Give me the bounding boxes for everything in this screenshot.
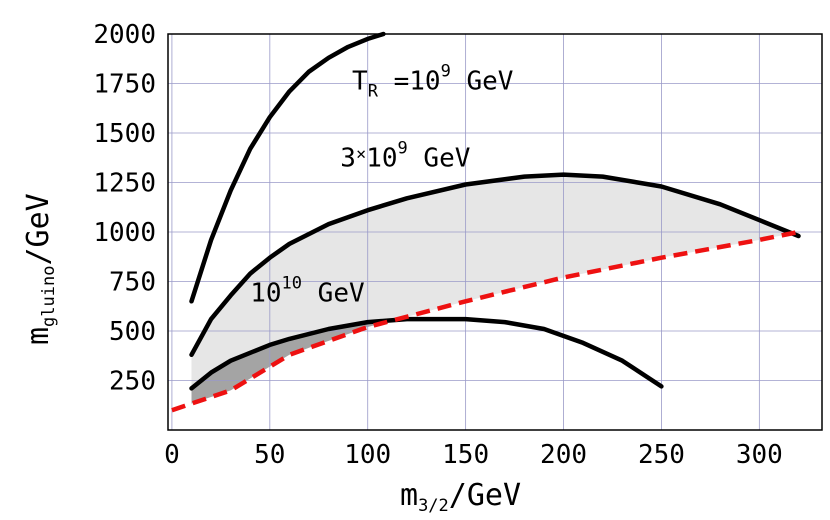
curve-label-part: 10 [366,144,397,174]
x-axis-title-unit: /GeV [449,478,521,513]
x-axis-title: m3/2/GeV [400,478,521,516]
x-tick-label: 50 [254,440,285,470]
x-tick-label: 200 [540,440,587,470]
y-tick-labels: 250 500 750 1000 1250 1500 1750 2000 [93,20,156,397]
x-tick-label: 0 [164,440,180,470]
curve-label-part: R [368,81,379,101]
curve-label-part: 10 [250,278,281,308]
y-axis-title-unit: /GeV [21,193,56,265]
y-tick-label: 1500 [93,119,156,149]
curve-label: TR =109 GeV [352,61,513,101]
plot-frame [167,33,823,431]
curve-label-part: 10 [282,273,302,293]
x-tick-label: 150 [442,440,489,470]
x-tick-label: 250 [638,440,685,470]
curve-label-part: GeV [451,66,514,96]
curve-tr-1e9 [189,31,386,304]
curve-label-part: GeV [408,144,471,174]
y-tick-label: 1250 [93,169,156,199]
dashed-boundary [171,229,799,413]
y-tick-label: 1000 [93,218,156,248]
y-tick-label: 1750 [93,70,156,100]
x-tick-labels: 0 50 100 150 200 250 300 [164,440,783,470]
curve-tr-1e10 [189,316,664,391]
curve-label-part: × [356,145,366,165]
curves [171,31,801,413]
x-tick-label: 300 [736,440,783,470]
x-tick-label: 100 [344,440,391,470]
y-axis-title-main: m [21,327,56,345]
curve-tr-3e9 [189,172,801,358]
y-tick-label: 2000 [93,20,156,50]
curve-label-part: GeV [302,278,365,308]
y-axis-title-sub: gluino [39,266,59,327]
curve-label-part: T [352,66,368,96]
curve-label-part: 9 [398,139,408,159]
curve-label-part: 9 [441,61,451,81]
curve-label: 1010 GeV [250,273,364,308]
y-axis-title: mgluino/GeV [21,193,59,345]
curve-label-part: 3 [340,144,356,174]
y-tick-label: 750 [109,268,156,298]
y-tick-label: 250 [109,367,156,397]
curve-label-part: =10 [378,66,441,96]
y-tick-label: 500 [109,317,156,347]
x-axis-title-main: m [400,478,418,513]
curve-label: 3×109 GeV [340,139,470,174]
x-axis-title-sub: 3/2 [418,496,449,516]
